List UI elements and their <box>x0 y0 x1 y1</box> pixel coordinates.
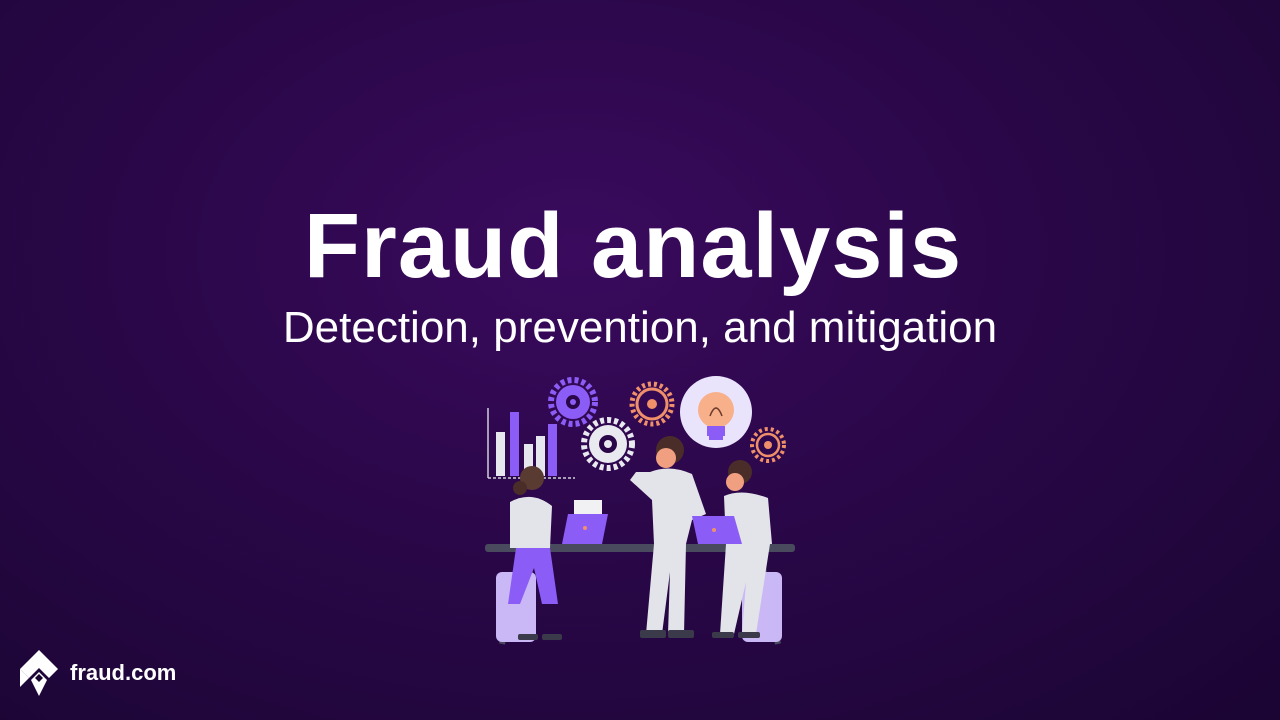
person-left <box>496 466 562 642</box>
brand-logo[interactable]: fraud.com <box>18 648 176 698</box>
team-illustration <box>485 376 795 645</box>
gear-icon <box>629 381 675 427</box>
lightbulb-icon <box>680 376 752 448</box>
gear-icon <box>548 377 598 427</box>
laptop-icon <box>692 516 742 544</box>
gear-icon <box>581 417 635 471</box>
diamond-logo-icon <box>20 650 58 696</box>
page-title: Fraud analysis <box>303 195 963 297</box>
gear-icon <box>750 427 786 463</box>
brand-name: fraud.com <box>70 660 177 685</box>
page-subtitle: Detection, prevention, and mitigation <box>282 303 998 352</box>
laptop-icon <box>562 500 608 544</box>
bar-chart-icon <box>487 408 575 479</box>
person-right <box>712 460 782 642</box>
person-center <box>630 436 706 638</box>
